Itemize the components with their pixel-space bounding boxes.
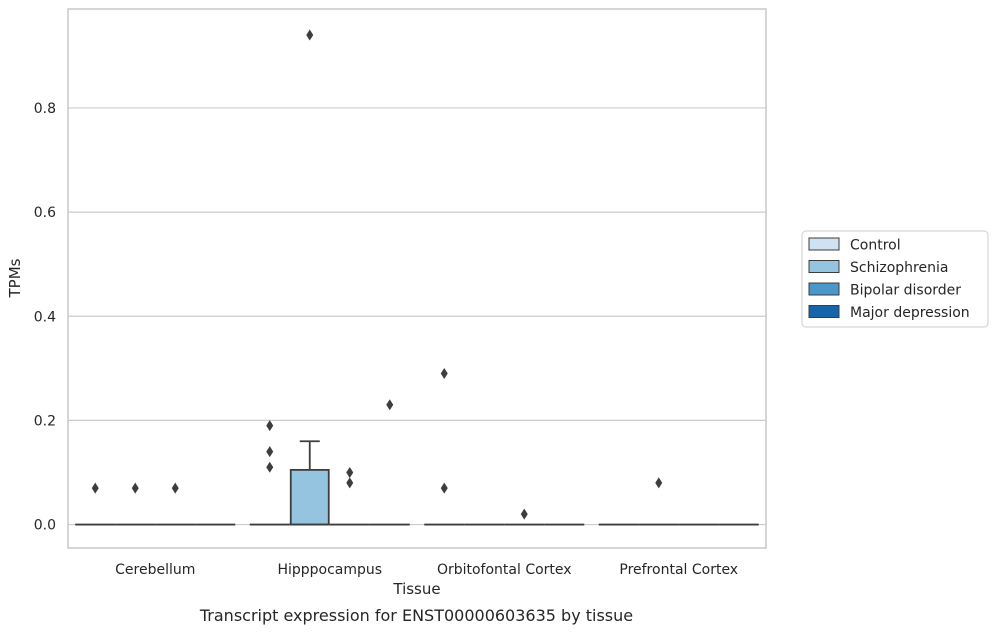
box-group bbox=[369, 399, 410, 526]
outlier-point bbox=[266, 446, 274, 458]
box bbox=[289, 468, 330, 526]
outlier-point bbox=[386, 399, 394, 411]
outlier-point bbox=[440, 368, 448, 380]
x-tick-label: Orbitofontal Cortex bbox=[437, 562, 572, 578]
legend-swatch bbox=[808, 305, 840, 318]
outlier-point bbox=[655, 477, 663, 489]
outlier-point bbox=[91, 482, 99, 494]
y-tick-label: 0.6 bbox=[34, 205, 56, 221]
y-axis-label: TPMs bbox=[6, 258, 24, 298]
y-tick-label: 0.2 bbox=[34, 413, 56, 429]
box-group bbox=[155, 482, 196, 526]
y-tick-label: 0.0 bbox=[34, 518, 56, 534]
y-tick-label: 0.4 bbox=[34, 309, 56, 325]
x-axis-ticks: Cerebellum Hipppocampus Orbitofontal Corte… bbox=[115, 562, 738, 578]
legend-swatch bbox=[808, 282, 840, 296]
plot-frame bbox=[67, 8, 767, 549]
outlier-point bbox=[346, 477, 354, 489]
box-group bbox=[329, 466, 370, 526]
legend-frame bbox=[801, 230, 989, 328]
x-tick-label: Hipppocampus bbox=[277, 562, 382, 578]
x-tick-label: Prefrontal Cortex bbox=[619, 562, 738, 578]
legend-label: Schizophrenia bbox=[850, 260, 948, 276]
outlier-point bbox=[171, 482, 179, 494]
boxes-layer bbox=[75, 29, 759, 526]
outlier-point bbox=[266, 420, 274, 432]
legend-swatch bbox=[808, 237, 840, 251]
legend: Control Schizophrenia Bipolar disorder Majo… bbox=[801, 230, 989, 328]
figure-caption: Transcript expression for ENST0000060363… bbox=[199, 606, 634, 625]
legend-label: Bipolar disorder bbox=[850, 283, 961, 299]
y-axis-ticks: 0.0 0.2 0.4 0.6 0.8 bbox=[34, 101, 56, 534]
outlier-point bbox=[440, 482, 448, 494]
x-tick-label: Cerebellum bbox=[115, 562, 195, 578]
box-group bbox=[504, 508, 545, 526]
x-axis-label: Tissue bbox=[392, 580, 440, 598]
box-group bbox=[424, 368, 465, 526]
outlier-point bbox=[520, 508, 528, 520]
box-group bbox=[289, 29, 330, 526]
gridlines bbox=[68, 107, 766, 526]
legend-swatch bbox=[808, 260, 840, 273]
outlier-point bbox=[306, 29, 314, 41]
legend-label: Control bbox=[850, 238, 901, 254]
box-group bbox=[249, 420, 290, 526]
box-group bbox=[115, 482, 156, 526]
box-group bbox=[75, 482, 116, 526]
outlier-point bbox=[266, 461, 274, 473]
box-group bbox=[638, 477, 679, 526]
y-tick-label: 0.8 bbox=[34, 101, 56, 117]
outlier-point bbox=[131, 482, 139, 494]
legend-label: Major depression bbox=[850, 305, 970, 321]
outlier-point bbox=[346, 466, 354, 478]
